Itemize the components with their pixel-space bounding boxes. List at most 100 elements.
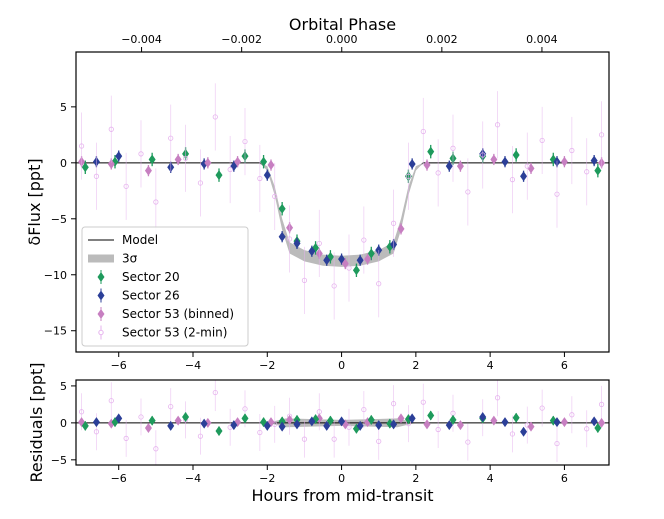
x-tick-label: −4 (185, 359, 201, 372)
data-point (560, 156, 568, 167)
data-point (242, 138, 248, 145)
legend-label: 3σ (122, 252, 138, 266)
x-tick-label: 6 (561, 359, 568, 372)
data-point (215, 170, 223, 181)
data-point (308, 416, 316, 427)
data-point (81, 162, 89, 173)
data-point (450, 145, 456, 151)
x-tick-label: −2 (259, 359, 275, 372)
y-axis-label: δFlux [ppt] (25, 158, 44, 245)
data-point (174, 415, 182, 426)
data-point (93, 429, 100, 435)
x-tick-label: 4 (487, 359, 494, 372)
data-point (182, 411, 190, 422)
data-point (598, 132, 605, 138)
data-point (278, 416, 286, 427)
data-point (479, 411, 487, 422)
data-point (361, 237, 367, 243)
data-point (590, 416, 598, 427)
axes-frame (75, 51, 610, 353)
data-point (78, 143, 85, 149)
data-point (115, 413, 123, 424)
data-point (153, 446, 159, 452)
legend-swatch (97, 290, 105, 301)
data-point (390, 401, 397, 407)
x2-tick-label: 0.002 (426, 33, 458, 46)
data-point (520, 171, 528, 182)
data-point (397, 223, 405, 234)
data-point (427, 146, 435, 157)
data-point (323, 255, 331, 266)
data-point (560, 417, 568, 428)
x2-tick-label: −0.004 (121, 33, 162, 46)
data-point (278, 231, 286, 242)
data-point (539, 137, 545, 144)
data-point (234, 156, 242, 167)
data-point (590, 155, 598, 166)
data-point (260, 156, 268, 167)
data-point (263, 420, 271, 431)
data-point (397, 413, 405, 424)
data-point (204, 157, 212, 168)
data-point (212, 389, 218, 396)
data-point (326, 415, 334, 426)
data-point (338, 416, 346, 427)
data-point (569, 147, 575, 154)
data-point (108, 126, 114, 132)
data-point (168, 135, 174, 141)
data-point (144, 165, 152, 176)
data-point (375, 420, 383, 431)
data-point (263, 170, 271, 181)
data-point (174, 154, 182, 165)
legend-label: Sector 20 (122, 270, 180, 284)
data-point (539, 405, 545, 411)
data-point (445, 161, 453, 172)
data-point (376, 281, 382, 287)
data-point (584, 426, 590, 432)
data-point (598, 417, 606, 428)
x2-axis-label: Orbital Phase (289, 15, 396, 34)
data-point (301, 277, 308, 283)
data-point (331, 436, 337, 442)
x-tick-label: −2 (259, 472, 275, 485)
data-point (200, 418, 208, 429)
data-point (167, 420, 175, 431)
data-point (278, 203, 286, 214)
x2-tick-label: 0.000 (326, 33, 358, 46)
data-point (286, 236, 293, 242)
data-point (301, 436, 308, 442)
data-point (420, 399, 426, 405)
data-point (408, 158, 416, 169)
data-point (197, 433, 204, 439)
legend: Model 3σ Sector 20 Sector 26 Sector 53 (binn… (81, 226, 249, 347)
data-point (512, 149, 520, 160)
x-tick-label: −6 (111, 359, 127, 372)
data-point (215, 426, 223, 436)
data-point (293, 238, 301, 249)
data-point (554, 440, 560, 447)
data-point (257, 429, 263, 436)
data-point (501, 156, 509, 167)
data-point (267, 160, 275, 171)
data-point (553, 417, 561, 428)
data-point (435, 426, 441, 433)
data-point (408, 413, 416, 424)
data-point (364, 254, 372, 265)
data-point (554, 191, 560, 197)
data-point (427, 410, 435, 421)
data-point (115, 151, 123, 162)
data-point (465, 439, 471, 445)
data-point (445, 420, 453, 431)
data-point (123, 183, 129, 189)
data-point (501, 417, 509, 428)
data-point (494, 395, 501, 401)
x-tick-label: −6 (111, 472, 127, 485)
data-point (423, 160, 431, 171)
data-point (420, 128, 426, 135)
data-point (138, 414, 144, 420)
data-point (490, 415, 498, 426)
x-tick-label: 0 (338, 359, 345, 372)
data-point (367, 414, 375, 425)
x2-tick-label: −0.002 (221, 33, 262, 46)
data-point (509, 431, 516, 437)
